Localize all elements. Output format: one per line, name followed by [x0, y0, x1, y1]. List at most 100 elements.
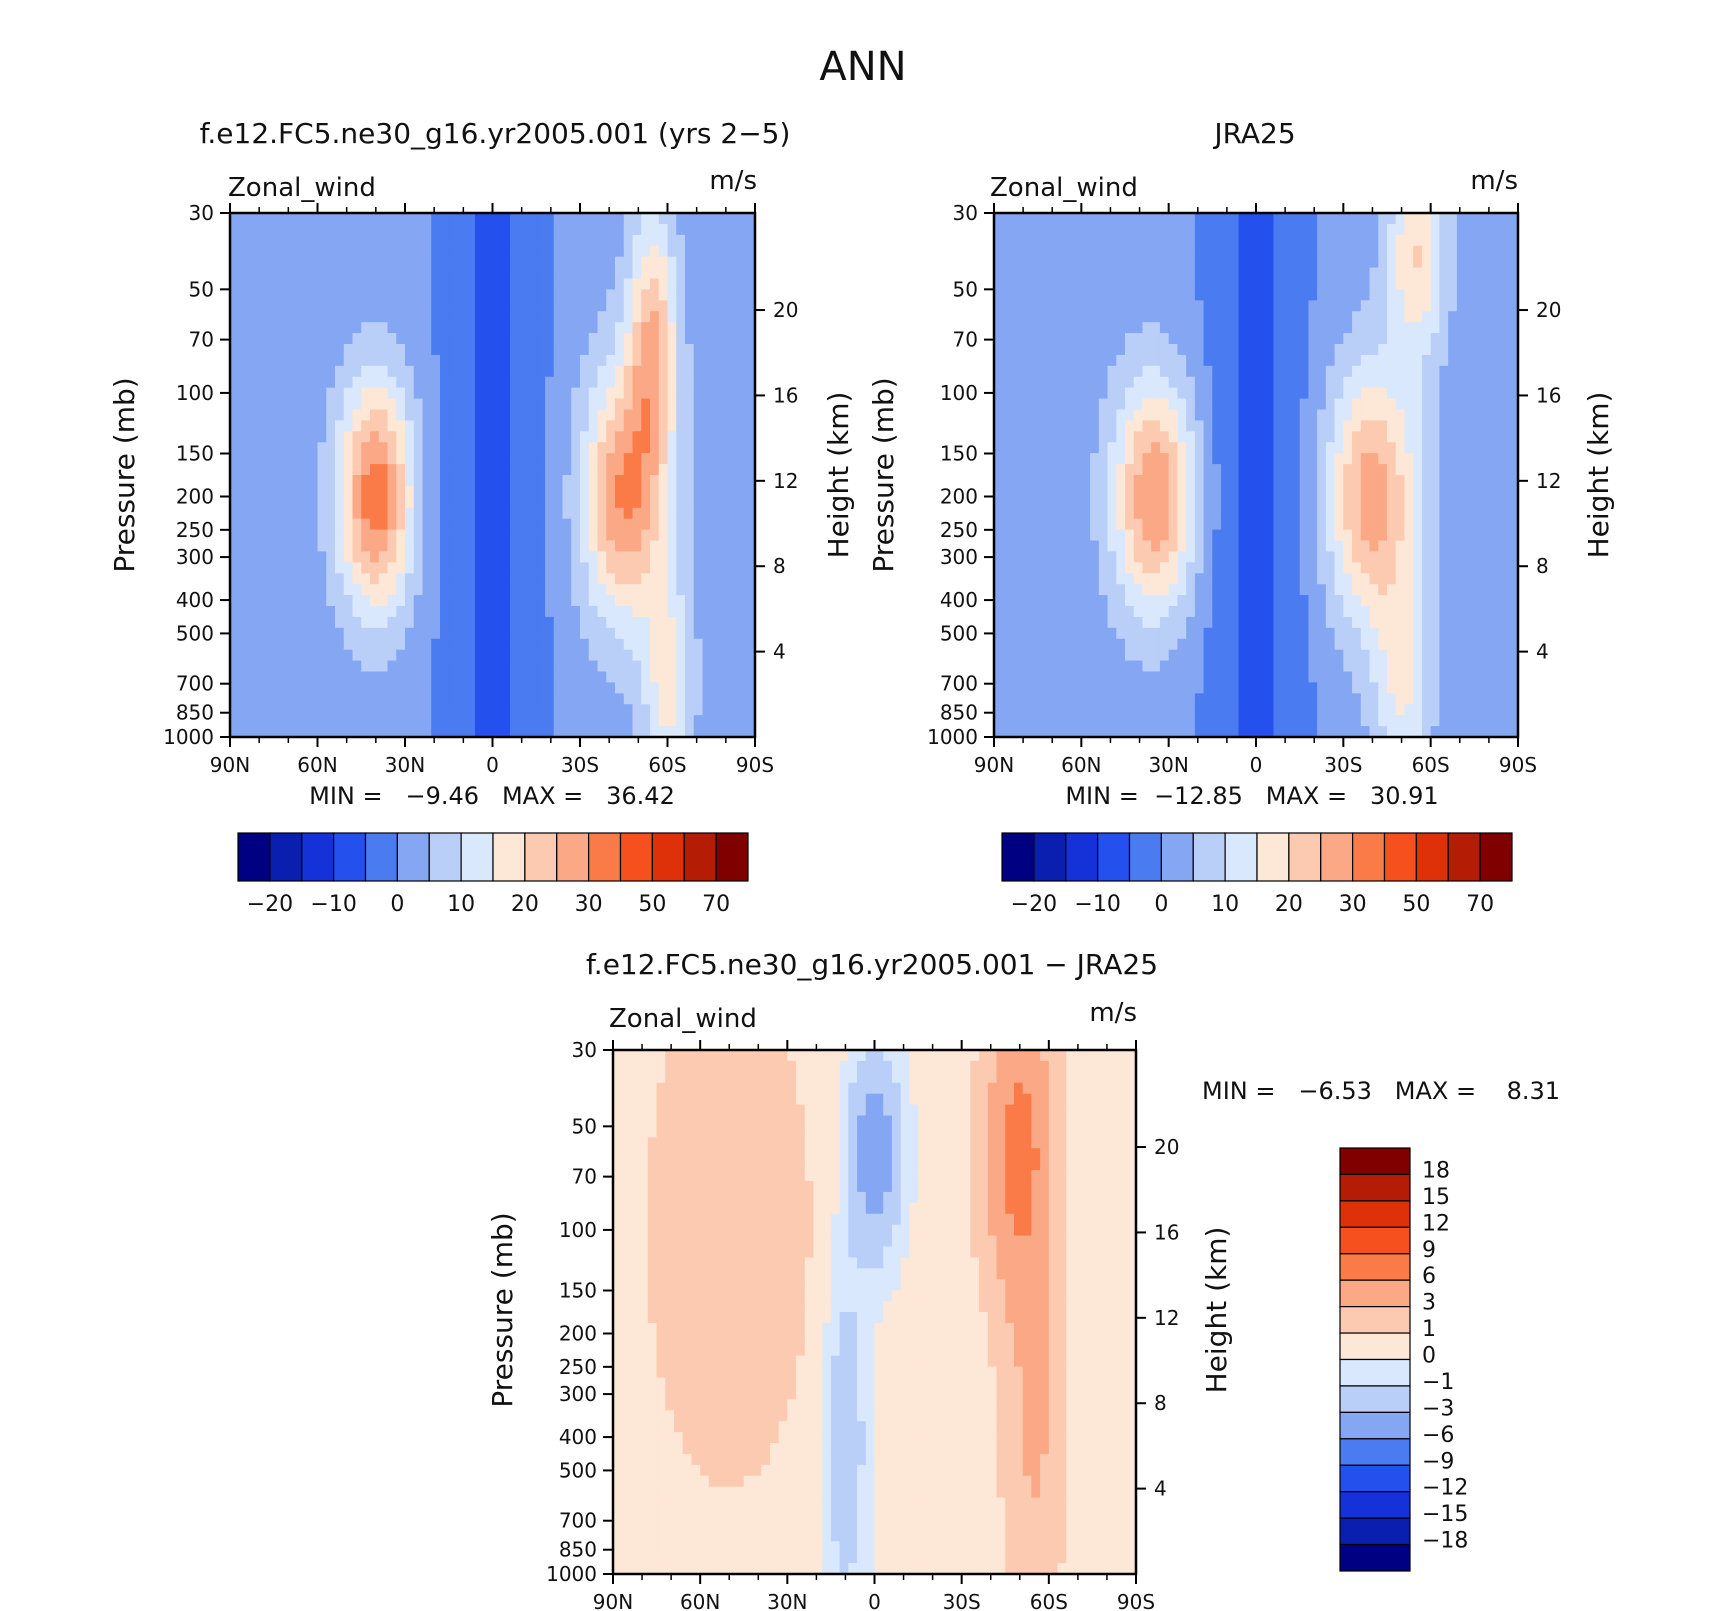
- panel-obs-cell: [1081, 234, 1091, 247]
- panel-model-cell: [273, 704, 284, 716]
- panel-obs-cell: [1264, 693, 1275, 705]
- panel-model-cell: [501, 398, 511, 411]
- panel-model-cell: [335, 627, 345, 640]
- panel-model-cell: [475, 453, 485, 465]
- panel-obs-cell: [1229, 507, 1240, 520]
- panel-model-cell: [265, 311, 275, 323]
- panel-model-cell: [615, 278, 625, 291]
- panel-model-cell: [326, 289, 336, 301]
- panel-model-cell: [527, 267, 537, 280]
- panel-model-cell: [588, 333, 599, 345]
- panel-model-stats: MIN = −9.46 MAX = 36.42: [309, 782, 675, 810]
- panel-model-cell: [230, 322, 240, 334]
- panel-model-ytick-label: 1000: [163, 725, 214, 749]
- panel-model-cell: [693, 704, 704, 716]
- panel-obs-cell: [1290, 311, 1301, 323]
- panel-obs-cell: [1133, 234, 1144, 247]
- panel-obs-cell: [1194, 354, 1205, 367]
- panel-model-cell: [238, 540, 249, 553]
- panel-model-cell: [282, 365, 292, 378]
- panel-model-cell: [265, 267, 275, 280]
- panel-obs-cell: [1142, 584, 1152, 596]
- panel-model-cell: [728, 627, 739, 640]
- panel-model-cell: [527, 584, 537, 596]
- panel-model-cell: [405, 344, 415, 356]
- panel-model-cell: [317, 431, 327, 443]
- panel-model-cell: [475, 213, 485, 225]
- panel-model-cell: [746, 431, 756, 443]
- panel-obs-cell: [1212, 333, 1222, 345]
- panel-obs-cell: [1090, 409, 1100, 422]
- panel-model-cell: [256, 213, 266, 225]
- panel-model-cell: [492, 464, 502, 476]
- panel-model-cell: [300, 442, 310, 454]
- panel-obs-cell: [1002, 398, 1013, 411]
- panel-model-cell: [405, 409, 415, 422]
- panel-obs-cell: [1325, 256, 1336, 269]
- panel-obs-cell: [1290, 213, 1301, 225]
- panel-obs-cell: [1334, 584, 1344, 596]
- panel-model-cell: [536, 333, 546, 345]
- panel-model-cell: [265, 289, 275, 301]
- panel-model-cell: [588, 223, 599, 236]
- panel-obs-cell: [1168, 442, 1178, 454]
- panel-obs-cell: [1186, 606, 1196, 618]
- panel-obs-cell: [1343, 485, 1353, 498]
- panel-model-cell: [676, 420, 686, 432]
- panel-obs-cell: [1325, 311, 1336, 323]
- panel-model-cell: [728, 213, 739, 225]
- panel-model-colorbar-label: −20: [247, 892, 293, 917]
- panel-obs-cell: [1325, 562, 1336, 574]
- panel-obs-cell: [1090, 354, 1100, 367]
- panel-obs-cell: [1317, 606, 1327, 618]
- panel-model-cell: [256, 234, 266, 247]
- panel-model-cell: [711, 300, 721, 312]
- panel-model-cell: [466, 660, 476, 673]
- panel-obs-cell: [1256, 245, 1266, 258]
- panel-obs-cell: [1282, 431, 1292, 443]
- panel-obs-cell: [1299, 409, 1309, 422]
- panel-model-cell: [317, 387, 327, 400]
- panel-obs-cell: [1159, 453, 1170, 465]
- panel-model-cell: [650, 387, 660, 400]
- panel-model-cell: [308, 518, 319, 531]
- panel-model-cell: [737, 278, 747, 291]
- panel-obs-cell: [1098, 354, 1109, 367]
- panel-obs-cell: [994, 507, 1004, 520]
- panel-model-cell: [632, 529, 642, 542]
- panel-model-cell: [737, 213, 747, 225]
- panel-obs-cell: [1072, 551, 1082, 563]
- panel-obs-cell: [1116, 453, 1126, 465]
- panel-obs-cell: [1203, 518, 1213, 531]
- panel-model-cell: [457, 485, 467, 498]
- panel-model-cell: [317, 442, 327, 454]
- panel-obs-cell: [1264, 671, 1275, 684]
- panel-model-cell: [352, 387, 362, 400]
- panel-obs-cell: [1273, 638, 1283, 651]
- panel-obs-cell: [1247, 442, 1257, 454]
- panel-obs-cell: [1011, 453, 1021, 465]
- panel-model-cell: [370, 584, 380, 596]
- panel-model-cell: [685, 453, 695, 465]
- panel-obs-cell: [1212, 595, 1222, 607]
- panel-obs-cell: [1090, 595, 1100, 607]
- panel-model-cell: [588, 420, 599, 432]
- panel-model-cell: [606, 213, 616, 225]
- panel-obs-cell: [1317, 496, 1327, 509]
- panel-obs-cell: [1282, 595, 1292, 607]
- panel-obs-cell: [994, 409, 1004, 422]
- panel-obs-cell: [1055, 398, 1065, 411]
- panel-obs-cell: [1020, 311, 1030, 323]
- panel-model-cell: [693, 715, 704, 727]
- panel-model-cell: [247, 485, 257, 498]
- panel-model-cell: [676, 213, 686, 225]
- panel-model-cell: [562, 475, 572, 487]
- panel-obs-cell: [1186, 715, 1196, 727]
- panel-obs-cell: [1151, 442, 1161, 454]
- panel-model-cell: [387, 333, 397, 345]
- panel-model-cell: [483, 671, 494, 684]
- panel-obs-cell: [1168, 638, 1178, 651]
- panel-model-cell: [405, 584, 415, 596]
- panel-model-cell: [291, 726, 301, 738]
- panel-model-cell: [343, 322, 354, 334]
